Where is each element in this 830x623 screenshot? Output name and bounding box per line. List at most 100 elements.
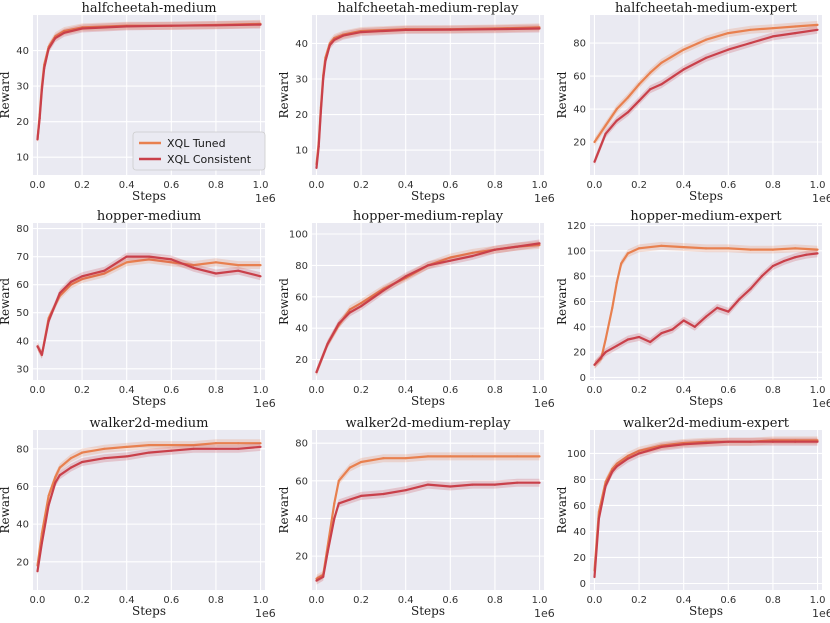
panel-9-xql-consistent-point xyxy=(593,575,596,579)
panel-2-xql-consistent-point xyxy=(342,34,345,37)
panel-4-x-tick-label: 0.8 xyxy=(208,385,224,396)
panel-2-xql-consistent-point xyxy=(360,30,363,34)
panel-5-x-tick-label: 0.0 xyxy=(309,385,325,396)
panel-6-xql-tuned-point xyxy=(660,244,663,247)
panel-3-x-tick-label: 0.0 xyxy=(587,180,603,191)
panel-6-xql-tuned-point xyxy=(704,247,708,250)
panel-2-xql-consistent-point xyxy=(324,60,327,63)
panel-5-x-offset-label: 1e6 xyxy=(534,397,555,410)
panel-5-x-tick-label: 0.6 xyxy=(442,385,458,396)
panel-9-xql-consistent-point xyxy=(771,440,775,443)
panel-9-xql-consistent-point xyxy=(660,445,663,448)
panel-7-x-tick-label: 0.0 xyxy=(30,595,46,606)
panel-3-x-axis-label: Steps xyxy=(689,189,723,203)
panel-5-xql-consistent-point xyxy=(493,248,496,251)
panel-3-xql-tuned-point xyxy=(604,124,607,127)
panel-8-y-axis-label: Reward xyxy=(277,486,291,533)
panel-6-xql-tuned-point xyxy=(611,306,614,309)
panel-8-xql-consistent-point xyxy=(326,551,329,554)
panel-9-x-tick-label: 1.0 xyxy=(810,595,826,606)
panel-6-xql-consistent-point xyxy=(660,332,663,335)
panel-5-xql-tuned-point xyxy=(360,302,363,305)
panel-7-xql-consistent-point xyxy=(214,447,217,450)
panel-7-xql-consistent-point xyxy=(103,457,106,460)
panel-1-title: halfcheetah-medium xyxy=(81,1,216,16)
panel-4-y-tick-label: 30 xyxy=(16,364,29,375)
panel-4-xql-consistent-point xyxy=(36,345,39,348)
panel-6-xql-consistent-point xyxy=(682,319,685,322)
panel-3-x-tick-label: 0.2 xyxy=(631,180,647,191)
panel-9-xql-consistent-point xyxy=(638,452,641,455)
panel-8-x-tick-label: 0.8 xyxy=(487,595,503,606)
panel-8-x-tick-label: 0.6 xyxy=(442,595,458,606)
panel-1-xql-consistent-point xyxy=(47,47,50,50)
panel-6-x-tick-label: 1.0 xyxy=(810,385,826,396)
panel-7-xql-tuned-point xyxy=(170,444,173,447)
panel-7-xql-consistent-point xyxy=(36,570,39,573)
panel-4-x-axis-label: Steps xyxy=(132,394,166,408)
panel-3-xql-tuned-point xyxy=(794,25,797,28)
panel-8-xql-tuned-point xyxy=(382,457,385,460)
panel-7-title: walker2d-medium xyxy=(89,416,208,431)
panel-3-x-tick-label: 0.6 xyxy=(720,180,736,191)
panel-8-xql-consistent-point xyxy=(322,575,325,578)
panel-5-y-axis-label: Reward xyxy=(277,278,291,325)
panel-7-xql-consistent-point xyxy=(192,447,195,450)
panel-7-xql-tuned-point xyxy=(69,457,72,460)
panel-4-xql-tuned-point xyxy=(103,272,106,275)
panel-8-xql-tuned-point xyxy=(348,466,351,469)
panel-6-y-tick-label: 120 xyxy=(567,221,586,232)
panel-9-x-axis-label: Steps xyxy=(689,604,723,618)
panel-6-xql-consistent-point xyxy=(626,338,630,341)
panel-9-xql-consistent-point xyxy=(604,484,607,487)
panel-2-xql-consistent-point xyxy=(315,166,318,169)
panel-2-xql-consistent-point xyxy=(333,38,336,42)
panel-9-x-tick-label: 0.0 xyxy=(587,595,603,606)
panel-5-xql-consistent-point xyxy=(337,322,340,325)
panel-4-xql-tuned-point xyxy=(259,264,262,267)
panel-6-y-tick-label: 20 xyxy=(573,348,586,359)
panel-7-xql-tuned-point xyxy=(237,442,240,445)
panel-7-y-tick-label: 60 xyxy=(16,482,29,493)
panel-3-xql-consistent-point xyxy=(749,41,752,45)
panel-4-xql-consistent-point xyxy=(58,292,61,295)
panel-1-xql-tuned-band xyxy=(37,19,261,144)
panel-1-xql-consistent-point xyxy=(81,27,84,30)
panel-7-xql-consistent-point xyxy=(69,466,72,469)
panel-6-xql-consistent-point xyxy=(805,253,808,256)
panel-8-xql-consistent-point xyxy=(337,502,340,505)
panel-7-xql-consistent-point xyxy=(237,447,240,450)
panel-6-y-tick-label: 100 xyxy=(567,246,586,257)
panel-1-x-axis-label: Steps xyxy=(132,189,166,203)
panel-2-xql-consistent-point xyxy=(317,145,320,148)
panel-3-x-tick-label: 0.4 xyxy=(676,180,692,191)
panel-2-x-tick-label: 0.8 xyxy=(487,180,503,191)
panel-5-y-tick-label: 40 xyxy=(295,324,308,335)
panel-8-x-axis-label: Steps xyxy=(411,604,445,618)
panel-1-x-tick-label: 1.0 xyxy=(253,180,269,191)
panel-5-title: hopper-medium-replay xyxy=(353,209,504,224)
panel-3-y-tick-label: 60 xyxy=(573,72,586,83)
panel-9-x-offset-label: 1e6 xyxy=(812,607,830,620)
panel-5-xql-tuned-point xyxy=(471,251,474,254)
panel-4-xql-tuned-point xyxy=(125,261,128,264)
panel-5-xql-consistent-point xyxy=(382,289,385,292)
panel-1-xql-consistent-point xyxy=(63,31,66,34)
panel-1-x-tick-label: 0.6 xyxy=(163,180,179,191)
panel-8-xql-consistent-point xyxy=(538,481,541,484)
panel-1-xql-consistent-point xyxy=(54,37,57,40)
panel-9-y-tick-label: 20 xyxy=(573,553,586,564)
panel-9-y-axis-label: Reward xyxy=(555,486,569,533)
panel-2-y-tick-label: 30 xyxy=(295,75,308,86)
panel-2-y-tick-label: 20 xyxy=(295,110,308,121)
panel-6-xql-tuned-line xyxy=(593,244,818,366)
panel-6-xql-tuned-point xyxy=(749,248,752,251)
panel-6-x-tick-label: 0.2 xyxy=(631,385,647,396)
panel-6-xql-consistent-band xyxy=(594,249,818,369)
panel-4-xql-consistent-point xyxy=(259,275,262,278)
panel-6-x-offset-label: 1e6 xyxy=(812,397,830,410)
panel-6-xql-tuned-point xyxy=(794,247,797,250)
panel-1-xql-consistent-point xyxy=(36,138,39,141)
panel-5-xql-consistent-point xyxy=(360,305,363,308)
panel-3-x-tick-label: 1.0 xyxy=(810,180,826,191)
